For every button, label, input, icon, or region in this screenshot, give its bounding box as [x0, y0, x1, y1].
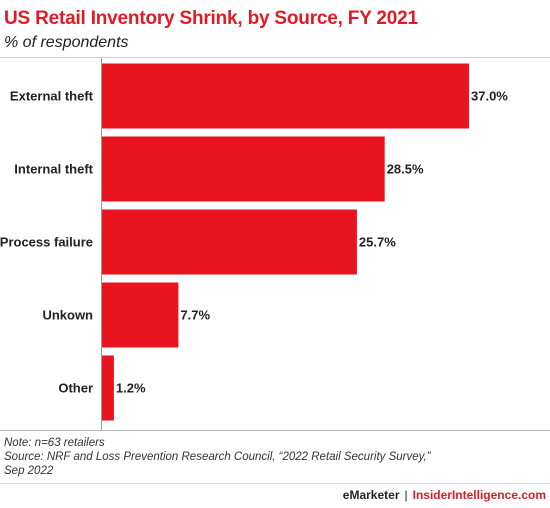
brand-emarketer: eMarketer — [342, 488, 400, 502]
chart-subtitle: % of respondents — [4, 34, 129, 51]
bar-other — [102, 355, 114, 421]
bars-group: External theft 37.0% Internal theft 28.5% Pr… — [0, 63, 508, 421]
category-label-internal-theft: Internal theft — [14, 162, 93, 177]
category-label-unkown: Unkown — [42, 308, 93, 323]
chart-title: US Retail Inventory Shrink, by Source, F… — [4, 8, 418, 29]
value-label-process-failure: 25.7% — [359, 235, 396, 250]
note-text: Note: n=63 retailers — [4, 437, 105, 449]
brand-separator: | — [404, 488, 408, 502]
bottom-divider — [0, 430, 550, 431]
bar-internal-theft — [102, 136, 385, 202]
value-label-unkown: 7.7% — [180, 308, 210, 323]
source-text-line-1: Source: NRF and Loss Prevention Research… — [4, 451, 431, 463]
category-label-process-failure: Process failure — [0, 235, 93, 250]
chart-notes: Note: n=63 retailers Source: NRF and Los… — [4, 436, 431, 478]
brand-footer: eMarketer | InsiderIntelligence.com — [343, 488, 546, 502]
top-divider — [0, 57, 550, 58]
bar-chart: External theft 37.0% Internal theft 28.5% Pr… — [0, 58, 508, 430]
bar-unkown — [102, 282, 179, 348]
bar-external-theft — [102, 63, 469, 129]
brand-insider-intelligence: InsiderIntelligence.com — [412, 488, 546, 502]
category-label-external-theft: External theft — [10, 89, 94, 104]
category-label-other: Other — [58, 381, 93, 396]
value-label-other: 1.2% — [116, 381, 146, 396]
footer-divider — [0, 483, 550, 484]
value-label-external-theft: 37.0% — [471, 89, 508, 104]
source-text-line-2: Sep 2022 — [4, 465, 54, 477]
bar-process-failure — [102, 209, 357, 275]
value-label-internal-theft: 28.5% — [387, 162, 424, 177]
